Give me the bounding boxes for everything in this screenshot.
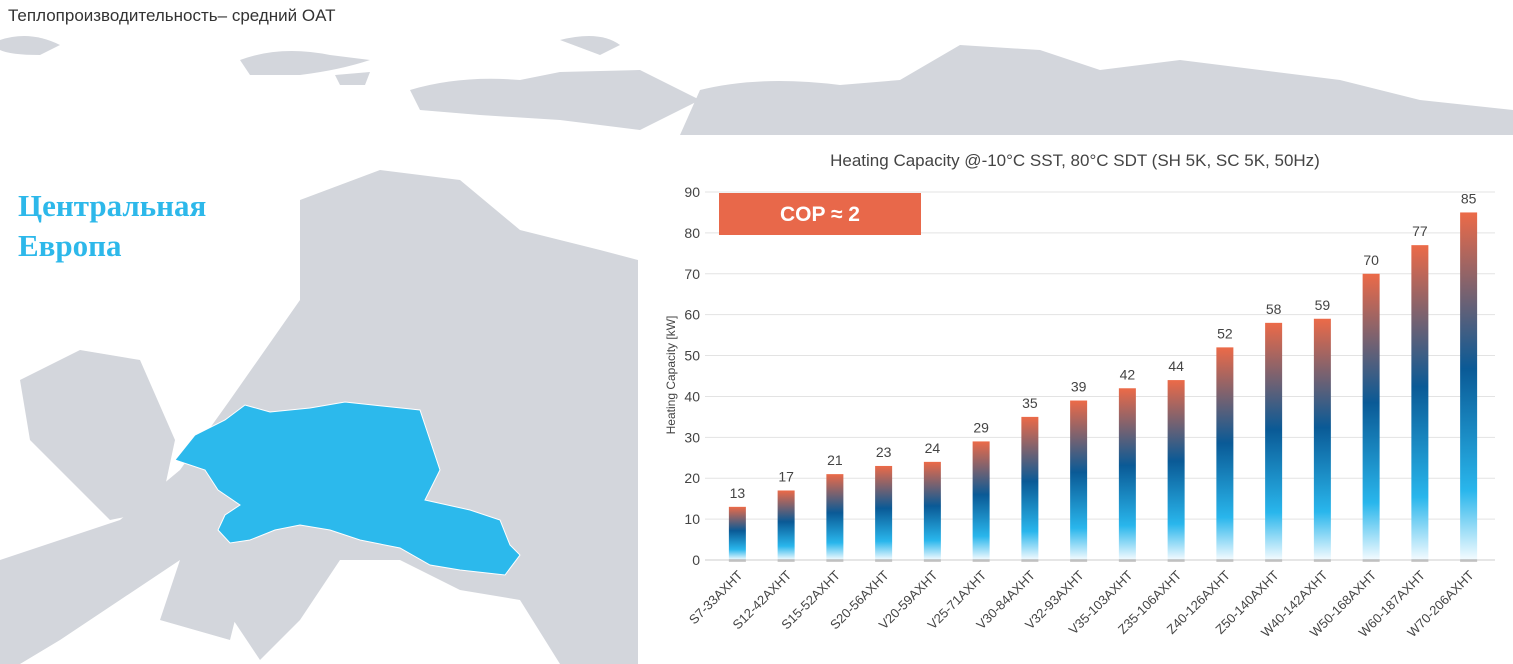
bar	[1118, 388, 1136, 560]
data-label: 17	[778, 468, 794, 484]
bar-shadow	[1313, 559, 1331, 562]
region-label-line1: Центральная	[18, 188, 207, 223]
bar-shadow	[1411, 559, 1429, 562]
bar-shadow	[728, 559, 746, 562]
bar-shadow	[923, 559, 941, 562]
data-label: 13	[730, 485, 746, 501]
bar-shadow	[826, 559, 844, 562]
bar-shadow	[1167, 559, 1185, 562]
data-label: 59	[1315, 297, 1331, 313]
chart-title: Heating Capacity @-10°C SST, 80°C SDT (S…	[830, 151, 1320, 170]
central-europe-highlight	[174, 401, 521, 576]
bar	[1216, 347, 1234, 560]
data-label: 24	[925, 440, 941, 456]
bar-shadow	[1265, 559, 1283, 562]
bar	[1070, 400, 1088, 560]
bar	[972, 441, 990, 560]
data-label: 70	[1363, 252, 1379, 268]
cop-label: COP ≈ 2	[780, 203, 860, 226]
y-tick-label: 80	[684, 225, 700, 241]
bar-shadow	[1118, 559, 1136, 562]
bar-shadow	[1362, 559, 1380, 562]
bar-shadow	[972, 559, 990, 562]
bar	[728, 506, 746, 560]
y-axis-label: Heating Capacity [kW]	[664, 316, 678, 435]
bar	[1021, 416, 1039, 560]
data-label: 42	[1120, 366, 1136, 382]
y-tick-label: 0	[692, 552, 700, 568]
bar	[875, 465, 893, 560]
heating-capacity-chart: Heating Capacity @-10°C SST, 80°C SDT (S…	[638, 135, 1513, 664]
y-tick-label: 10	[684, 511, 700, 527]
data-label: 85	[1461, 190, 1477, 206]
y-tick-label: 60	[684, 307, 700, 323]
bar-shadow	[875, 559, 893, 562]
data-label: 77	[1412, 223, 1428, 239]
bar	[1265, 322, 1283, 560]
bar	[1313, 318, 1331, 560]
data-label: 52	[1217, 325, 1233, 341]
data-label: 29	[973, 419, 989, 435]
y-tick-label: 90	[684, 184, 700, 200]
data-label: 21	[827, 452, 843, 468]
bar	[1411, 245, 1429, 560]
bar	[826, 474, 844, 560]
bar-shadow	[1021, 559, 1039, 562]
data-label: 23	[876, 444, 892, 460]
page-title: Теплопроизводительность– средний OAT	[8, 6, 336, 25]
bar-shadow	[1216, 559, 1234, 562]
cop-box	[719, 193, 921, 235]
data-label: 44	[1168, 358, 1184, 374]
bar	[1167, 380, 1185, 560]
region-label: Центральная Европа	[18, 186, 206, 266]
bar-shadow	[777, 559, 795, 562]
bar	[1362, 273, 1380, 560]
bar	[777, 490, 795, 560]
bar-shadow	[1460, 559, 1478, 562]
bar	[1460, 212, 1478, 560]
y-tick-label: 30	[684, 429, 700, 445]
data-label: 58	[1266, 301, 1282, 317]
data-label: 35	[1022, 395, 1038, 411]
bar-shadow	[1070, 559, 1088, 562]
y-tick-label: 50	[684, 348, 700, 364]
y-tick-label: 70	[684, 266, 700, 282]
y-tick-label: 20	[684, 470, 700, 486]
region-label-line2: Европа	[18, 228, 122, 263]
data-label: 39	[1071, 379, 1087, 395]
bar	[923, 461, 941, 560]
y-tick-label: 40	[684, 388, 700, 404]
